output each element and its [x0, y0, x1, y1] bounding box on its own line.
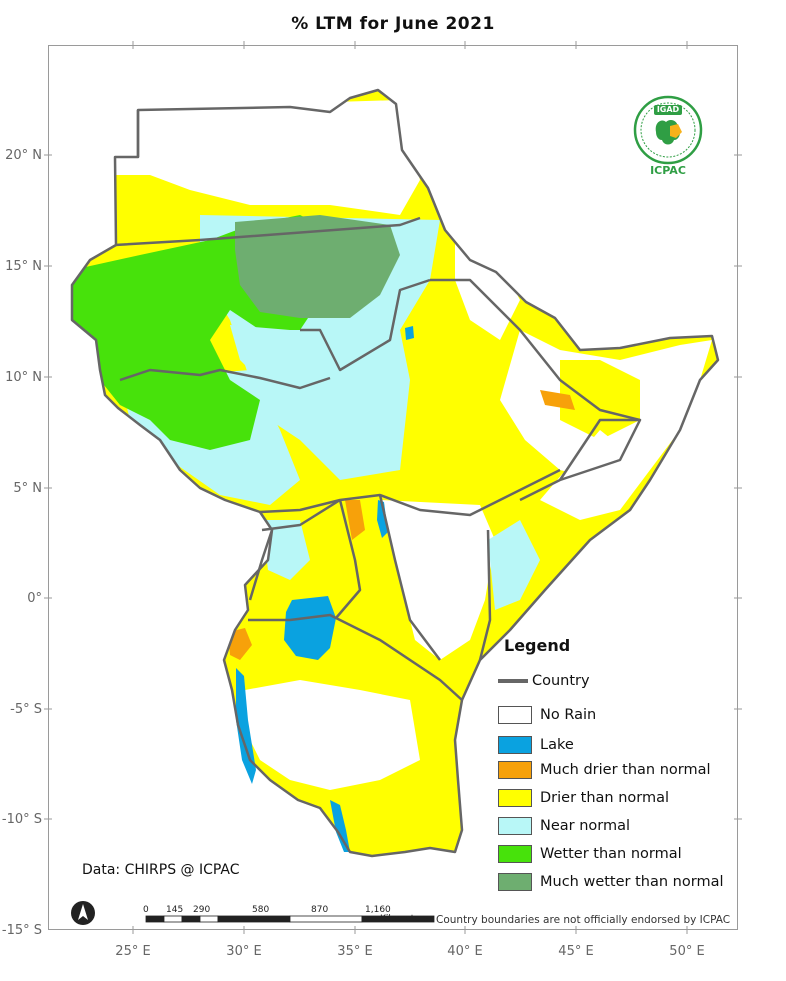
- lon-label-30e: 30° E: [226, 944, 262, 959]
- country-line-icon: [498, 679, 528, 683]
- icpac-logo: IGAD ICPAC: [630, 92, 706, 188]
- lakes: [236, 326, 414, 852]
- legend-item-lake: Lake: [498, 734, 574, 756]
- data-credit: Data: CHIRPS @ ICPAC: [82, 862, 240, 878]
- legend-swatch-much-drier: [498, 761, 532, 779]
- scale-label-0: 0: [143, 905, 149, 915]
- sudan-south-sudan-border: [300, 278, 431, 372]
- car-border: [119, 368, 331, 390]
- legend-swatch-much-wetter: [498, 873, 532, 891]
- legend-label-country: Country: [532, 673, 590, 689]
- boundary-disclaimer: Country boundaries are not officially en…: [436, 914, 731, 926]
- legend-swatch-no-rain: [498, 706, 532, 724]
- rainfall-fill: [72, 90, 718, 856]
- scale-label-1160: 1,160: [365, 905, 391, 915]
- logo-top-text: IGAD: [656, 105, 680, 114]
- south-sudan-southern-border: [259, 468, 561, 517]
- lon-label-35e: 35° E: [337, 944, 373, 959]
- lake-malawi: [330, 800, 350, 852]
- lake-turkana: [377, 500, 388, 538]
- legend-label-wetter: Wetter than normal: [540, 846, 682, 862]
- legend-label-much-wetter: Much wetter than normal: [540, 874, 724, 890]
- uganda-border: [261, 498, 362, 619]
- legend-label-no-rain: No Rain: [540, 707, 597, 723]
- legend-swatch-lake: [498, 736, 532, 754]
- igad-emblem-icon: [633, 95, 703, 165]
- axis-ticks: [44, 41, 742, 934]
- lat-label-5s: -5° S: [10, 702, 42, 717]
- logo-bottom-text: ICPAC: [650, 164, 686, 177]
- legend-item-drier: Drier than normal: [498, 787, 669, 809]
- scale-label-580: 580: [252, 905, 270, 915]
- scale-label-290: 290: [193, 905, 211, 915]
- lat-label-15n: 15° N: [5, 259, 42, 274]
- legend-item-much-drier: Much drier than normal: [498, 759, 711, 781]
- legend-item-near-normal: Near normal: [498, 815, 630, 837]
- map-title: % LTM for June 2021: [291, 14, 495, 34]
- lon-label-45e: 45° E: [558, 944, 594, 959]
- ethiopia-border: [430, 278, 642, 502]
- legend-label-drier: Drier than normal: [540, 790, 670, 806]
- legend-label-much-drier: Much drier than normal: [540, 762, 711, 778]
- legend-label-near-normal: Near normal: [540, 818, 631, 834]
- lat-label-10s: -10° S: [1, 812, 42, 827]
- lat-label-15s: -15° S: [1, 923, 42, 938]
- legend-title: Legend: [504, 636, 571, 655]
- lake-victoria: [284, 596, 336, 660]
- legend-swatch-near-normal: [498, 817, 532, 835]
- drc-border: [248, 529, 274, 601]
- lat-label-0: 0°: [27, 591, 42, 606]
- north-arrow-icon: [71, 901, 95, 925]
- scale-label-145: 145: [166, 905, 184, 915]
- scale-unit: Kilometers: [380, 914, 429, 924]
- lat-label-5n: 5° N: [13, 481, 42, 496]
- kenya-border: [378, 494, 492, 661]
- country-borders: [70, 88, 720, 858]
- chad-sudan-border: [114, 216, 421, 247]
- legend-item-country: Country: [498, 670, 590, 692]
- legend-item-wetter: Wetter than normal: [498, 843, 682, 865]
- lake-tanganyika: [236, 668, 256, 784]
- scale-bar-graphic: [145, 915, 435, 923]
- legend-swatch-wetter: [498, 845, 532, 863]
- tanzania-border: [248, 613, 463, 701]
- somalia-border: [558, 418, 640, 481]
- lon-label-50e: 50° E: [669, 944, 705, 959]
- lon-label-40e: 40° E: [447, 944, 483, 959]
- legend-item-much-wetter: Much wetter than normal: [498, 871, 723, 893]
- scale-label-870: 870: [311, 905, 329, 915]
- legend-label-lake: Lake: [540, 737, 574, 753]
- legend-item-no-rain: No Rain: [498, 704, 596, 726]
- lon-label-25e: 25° E: [115, 944, 151, 959]
- legend-swatch-drier: [498, 789, 532, 807]
- lake-tana: [405, 326, 414, 340]
- lat-label-20n: 20° N: [5, 148, 42, 163]
- lat-label-10n: 10° N: [5, 370, 42, 385]
- region-outline: [70, 88, 720, 858]
